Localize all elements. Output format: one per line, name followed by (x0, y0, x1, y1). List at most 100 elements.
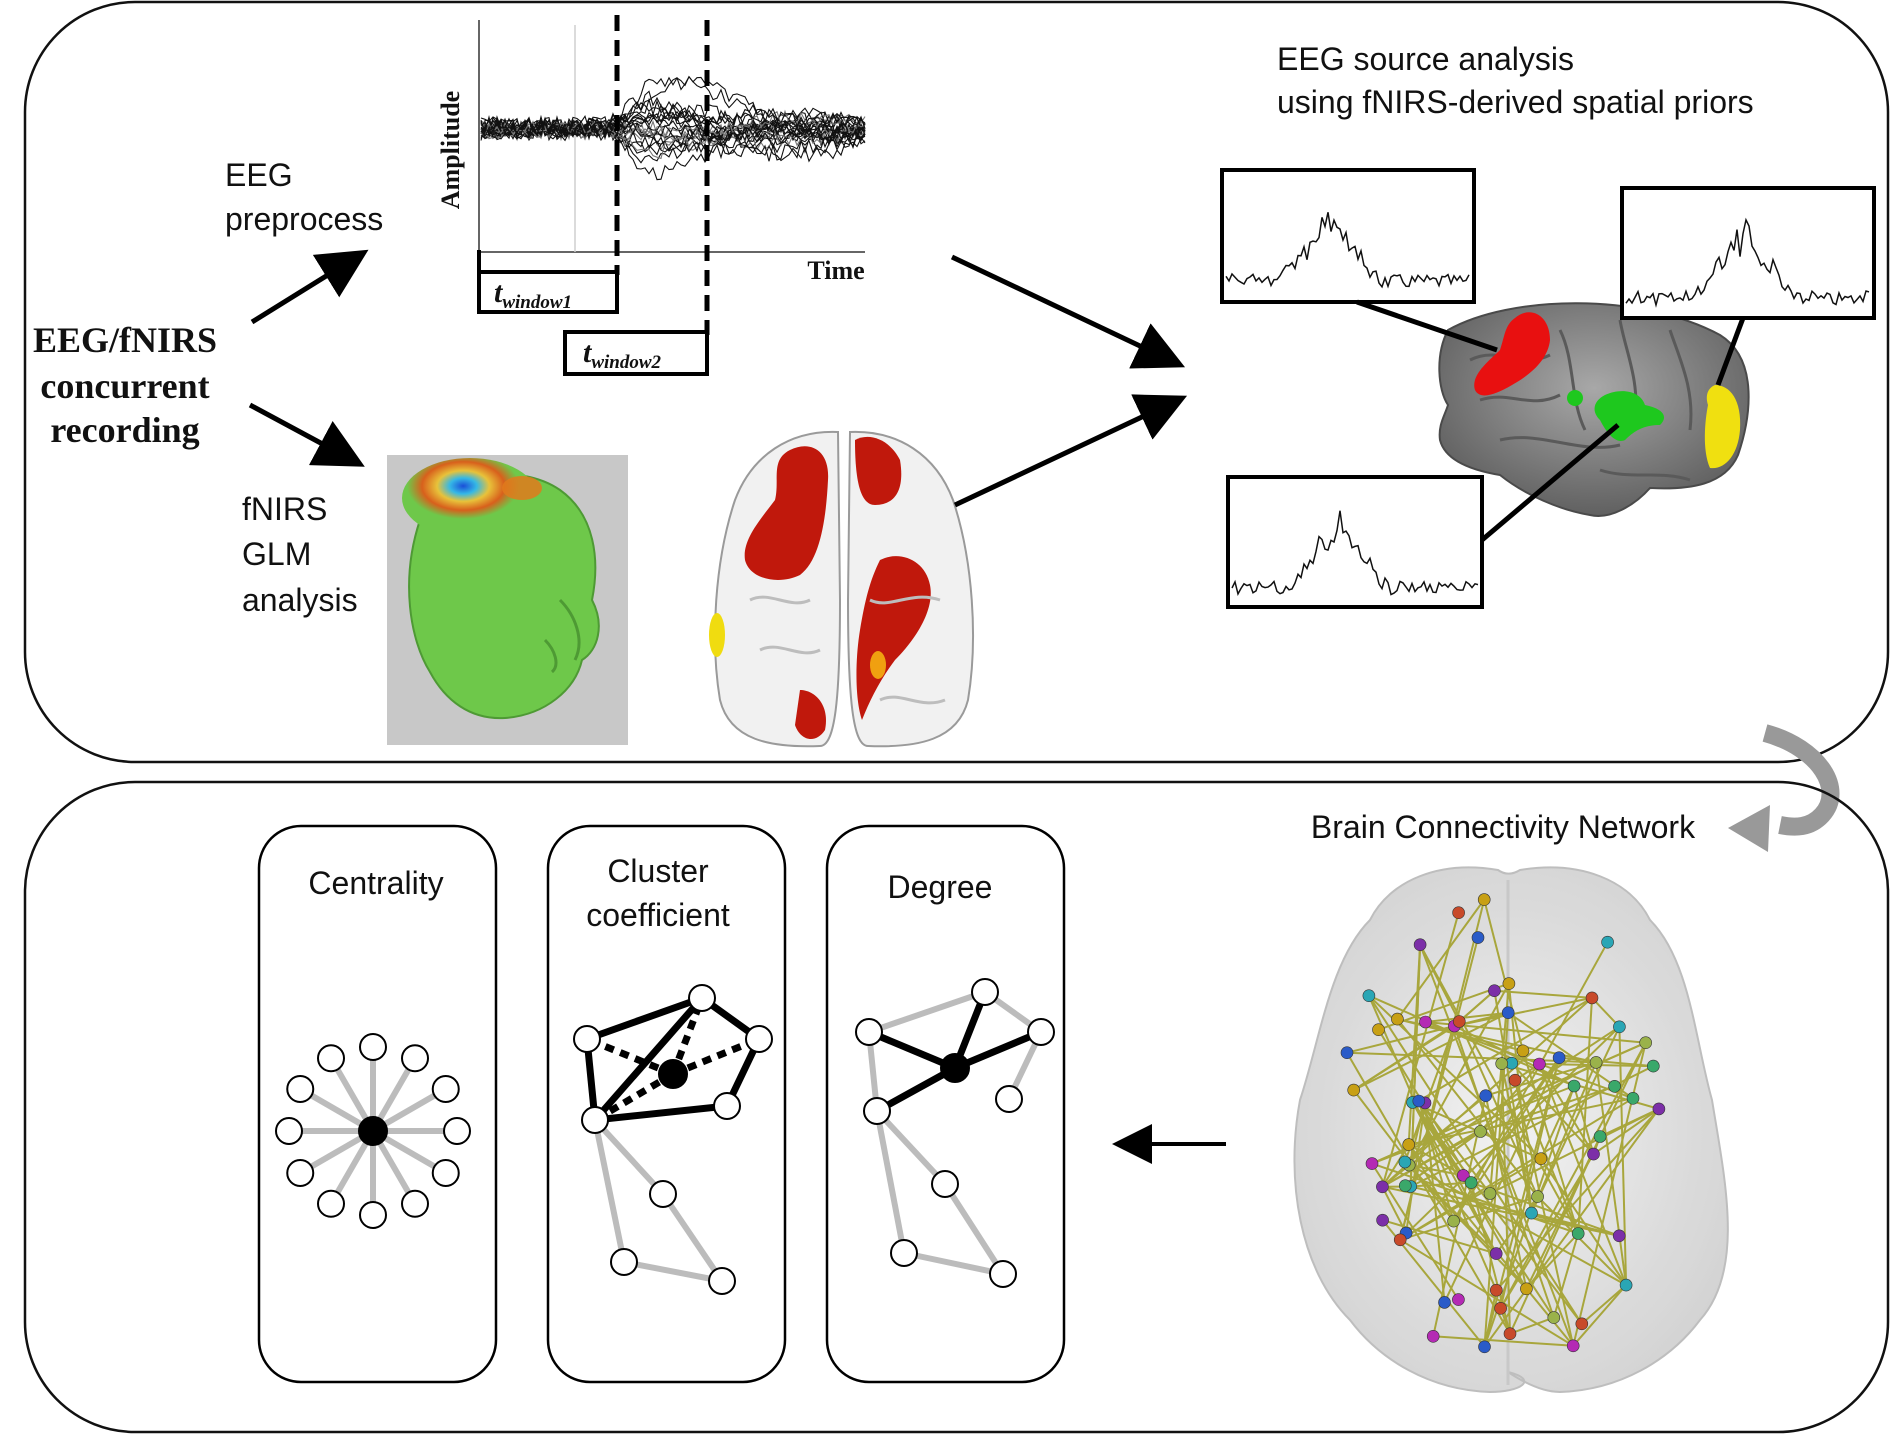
activation-yellow-spot (709, 613, 725, 657)
network-edge (1483, 1289, 1498, 1348)
graph-edge (903, 1250, 1004, 1277)
brain-connectivity-network (1293, 866, 1729, 1394)
network-edge (1507, 983, 1533, 1214)
eeg-waveforms (480, 75, 866, 181)
graph-node (713, 1092, 741, 1120)
network-node (1494, 1302, 1507, 1315)
network-edge (1581, 1284, 1627, 1325)
network-edge (1405, 1102, 1426, 1234)
network-node (1399, 1179, 1412, 1192)
network-node (1447, 1214, 1460, 1228)
graph-node (286, 1159, 315, 1187)
time-window-2-label: twindow2 (583, 336, 662, 373)
network-node (1488, 984, 1501, 998)
graph-node (431, 1159, 460, 1187)
network-edge (1396, 899, 1486, 1020)
network-node (1502, 977, 1516, 990)
network-edge (1368, 995, 1583, 1325)
network-node (1412, 1094, 1426, 1108)
graph-edge (874, 1110, 907, 1254)
network-edge (1346, 1052, 1511, 1335)
network-node (1589, 1056, 1603, 1069)
graph-edge (867, 1028, 957, 1072)
graph-node (708, 1267, 736, 1295)
graph-edge (592, 995, 705, 1123)
cluster-card (546, 824, 787, 1384)
centrality-graph (275, 1033, 471, 1229)
curved-arrow-body (1762, 724, 1840, 836)
eeg-trace (480, 120, 866, 144)
graph-edge (942, 1182, 1006, 1276)
network-edge (1424, 1102, 1446, 1303)
activation-left-frontal (744, 446, 829, 580)
arrow-to-eeg-preprocess (250, 249, 369, 325)
network-node (1362, 989, 1376, 1003)
graph-node (890, 1239, 918, 1267)
arrow-fnirs-to-source (953, 394, 1188, 508)
network-node (1483, 1187, 1497, 1200)
network-node (1571, 1227, 1585, 1240)
graph-node (863, 1097, 891, 1125)
connector-timecourse-3 (1480, 423, 1620, 542)
graph-node (317, 1044, 345, 1073)
graph-node (431, 1075, 460, 1103)
gyri-lines (749, 595, 946, 705)
network-edge (1408, 1025, 1620, 1166)
network-edge (1500, 1063, 1511, 1334)
network-node (1419, 1015, 1432, 1029)
network-node (1516, 1044, 1530, 1058)
graph-node (401, 1044, 429, 1073)
network-node (1601, 935, 1614, 949)
network-edge (1443, 1057, 1561, 1303)
graph-edge (594, 1102, 728, 1124)
fnirs-glm-line3: analysis (242, 582, 358, 618)
source-timecourse-2 (1620, 186, 1876, 320)
plot-ylabel: Amplitude (436, 91, 465, 209)
timecourse-1-trace (1225, 212, 1470, 289)
network-node (1566, 1339, 1580, 1353)
network-edge (1592, 1108, 1660, 1155)
network-node (1525, 1206, 1538, 1220)
network-edge (1499, 1153, 1595, 1309)
recording-label: EEG/fNIRS concurrent recording (33, 320, 217, 450)
graph-node (443, 1117, 471, 1145)
network-node (1489, 1247, 1503, 1260)
time-window-1-label: twindow1 (494, 276, 572, 313)
graph-node (649, 1180, 677, 1208)
network-edge (1536, 1195, 1627, 1286)
network-node (1575, 1317, 1589, 1331)
metric-card-centrality: Centrality (257, 824, 498, 1384)
arrow-eeg-to-source (950, 254, 1186, 369)
network-edge (1458, 989, 1496, 1023)
graph-node (931, 1170, 959, 1198)
network-node (1552, 1051, 1566, 1064)
network-node (1619, 1278, 1633, 1292)
activation-green-spot (1567, 390, 1583, 406)
graph-hub-node (940, 1053, 970, 1083)
connector-timecourse-2 (1715, 317, 1746, 386)
network-edge (1454, 996, 1593, 1027)
recording-line1: EEG/fNIRS (33, 320, 217, 360)
network-node (1477, 893, 1491, 906)
network-node (1464, 1176, 1478, 1189)
network-edge (1425, 1011, 1509, 1023)
bottom-panel (23, 780, 1890, 1434)
graph-node (745, 1025, 773, 1053)
scalp-activation (402, 458, 538, 538)
network-node (1365, 1157, 1379, 1170)
network-edge (1500, 1063, 1533, 1214)
activation-left-occipital (795, 690, 826, 740)
network-edge (1433, 1335, 1574, 1347)
network-edge (1353, 1020, 1460, 1091)
source-analysis-line2: using fNIRS-derived spatial priors (1277, 84, 1754, 120)
network-edge (1381, 912, 1460, 1188)
graph-edge (592, 1119, 627, 1263)
activation-yellow-region (1704, 385, 1741, 469)
plot-xlabel: Time (807, 256, 864, 285)
network-edge (1381, 1144, 1410, 1188)
network-title: Brain Connectivity Network (1311, 809, 1696, 845)
network-edge (1495, 1108, 1660, 1291)
timecourse-2-trace (1625, 217, 1870, 308)
network-node (1490, 1283, 1503, 1297)
